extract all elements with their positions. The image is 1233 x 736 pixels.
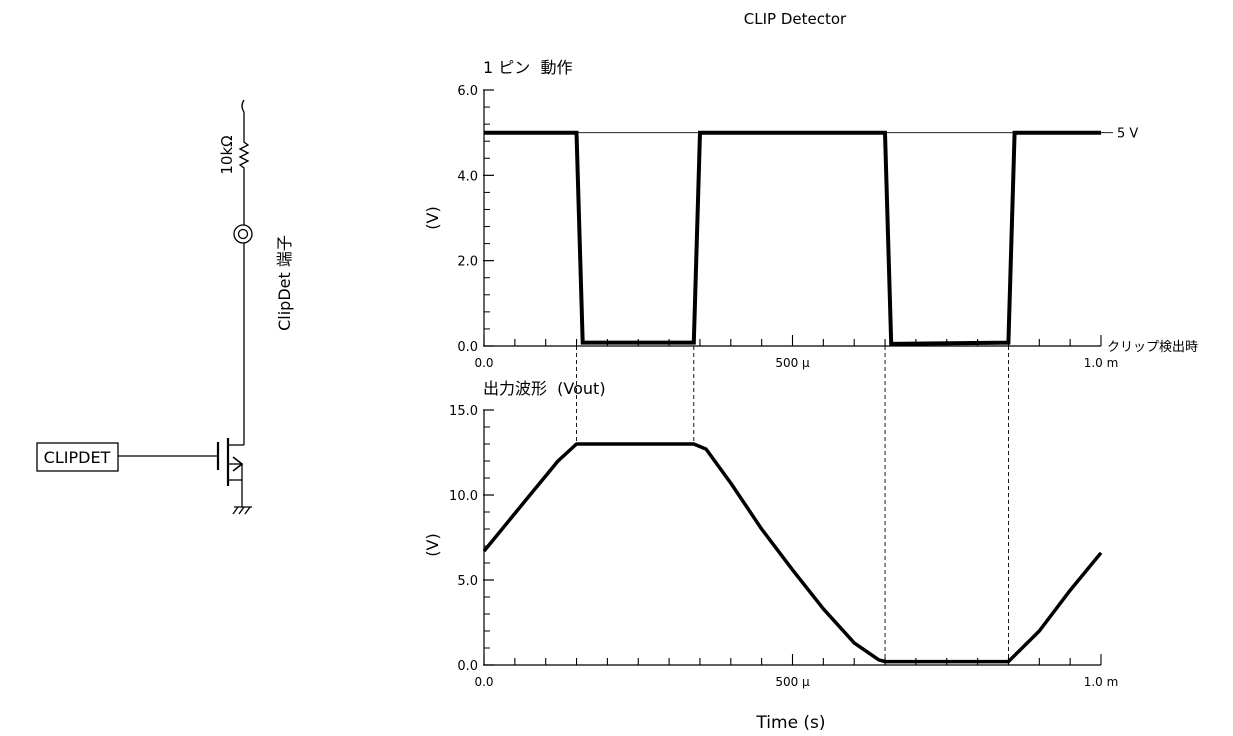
pin-label: ClipDet 端子: [275, 235, 294, 331]
x-tick-label: 0.0: [474, 356, 493, 370]
clip-detect-schematic: [36, 99, 253, 515]
resistor-symbol: [238, 140, 250, 170]
x-tick-label: 500 µ: [775, 675, 810, 689]
pin-terminal-outer: [233, 224, 253, 244]
ground-hatch-2: [238, 506, 245, 515]
x-tick-label: 500 µ: [775, 356, 810, 370]
pin1-waveform: [484, 130, 1101, 346]
y-tick-label: 4.0: [457, 169, 478, 184]
clipdet-input-label: CLIPDET: [44, 448, 111, 467]
panel-pin1-axes: 0.0 2.0 4.0 6.0 0.0 500 µ 1.0 m: [457, 84, 1118, 370]
y-tick-label: 10.0: [449, 489, 478, 504]
pin-terminal-inner: [237, 228, 249, 240]
ground-hatch-3: [244, 506, 251, 515]
reference-line-5v-label: 5 V: [1117, 127, 1138, 142]
panel-vout-title: 出力波形 (Vout): [483, 379, 606, 398]
vout-waveform: [482, 442, 1103, 664]
panel-vout-ylabel: (V): [423, 533, 442, 556]
panel-vout: 出力波形 (Vout) (V) 0.0 5.0 10.0 15.0 0.0 500 µ 1.…: [423, 346, 1118, 689]
ground-hatch-1: [232, 506, 239, 515]
resistor-label: 10kΩ: [218, 135, 236, 174]
clip-detect-annotation: クリップ検出時: [1107, 340, 1198, 355]
y-tick-label: 2.0: [457, 255, 478, 270]
x-tick-label: 1.0 m: [1084, 356, 1119, 370]
y-tick-label: 0.0: [457, 659, 478, 674]
figure-title: CLIP Detector: [744, 10, 847, 28]
supply-break-symbol: [241, 99, 245, 113]
y-tick-label: 15.0: [449, 404, 478, 419]
panel-vout-axes: 0.0 5.0 10.0 15.0 0.0 500 µ 1.0 m: [449, 404, 1118, 689]
panel-pin1-ylabel: (V): [423, 206, 442, 229]
x-tick-label: 1.0 m: [1084, 675, 1119, 689]
y-tick-label: 5.0: [457, 574, 478, 589]
panel-pin1: 1 ピン 動作 (V) 0.0 2.0 4.0 6.0 0.0 500 µ 1.0 m 5 …: [423, 58, 1198, 370]
transition-markers: [576, 346, 1009, 662]
x-tick-label: 0.0: [474, 675, 493, 689]
y-tick-label: 6.0: [457, 84, 478, 99]
clipdet-input-box: [36, 442, 119, 472]
x-axis-label: Time (s): [755, 713, 825, 733]
y-tick-label: 0.0: [457, 340, 478, 355]
panel-pin1-title: 1 ピン 動作: [483, 58, 572, 77]
